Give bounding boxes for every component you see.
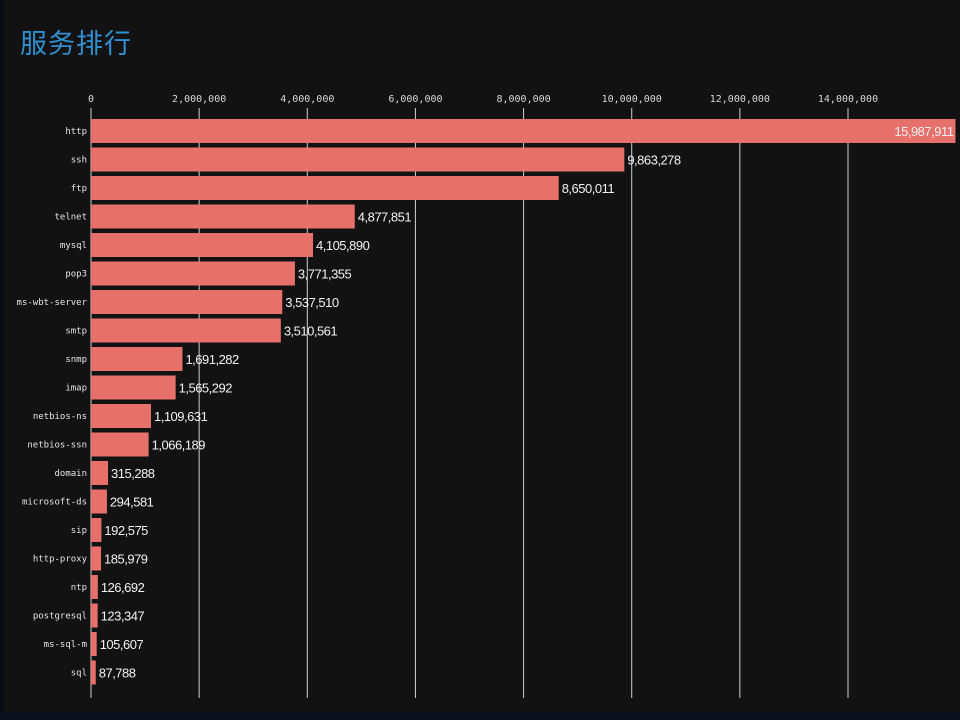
x-tick-label: 4,000,000 — [280, 94, 334, 105]
bar-imap — [91, 375, 176, 400]
value-label: 123,347 — [101, 609, 145, 624]
value-label: 105,607 — [100, 637, 144, 652]
category-label: http — [65, 127, 87, 137]
value-label: 3,771,355 — [298, 267, 352, 282]
category-label: sql — [71, 669, 87, 679]
value-label: 1,691,282 — [185, 352, 239, 367]
bar-ssh — [91, 147, 625, 172]
value-label: 9,863,278 — [627, 153, 681, 168]
value-label: 8,650,011 — [562, 181, 615, 196]
x-tick-label: 8,000,000 — [496, 94, 550, 105]
bar-http-proxy — [91, 546, 102, 571]
bars — [91, 119, 956, 685]
value-label: 1,109,631 — [154, 409, 208, 424]
category-label: ssh — [71, 156, 87, 166]
bar-microsoft-ds — [91, 489, 107, 514]
category-label: sip — [71, 526, 87, 536]
bar-telnet — [91, 204, 355, 229]
bar-sip — [91, 518, 102, 542]
bottom-strip — [0, 712, 960, 720]
value-label: 185,979 — [104, 552, 148, 567]
value-label: 15,987,911 — [894, 124, 953, 139]
value-label: 87,788 — [99, 666, 136, 681]
value-label: 4,877,851 — [358, 210, 412, 225]
category-labels: http ssh ftp telnet mysql pop3 ms-wbt-server sm… — [17, 127, 88, 679]
category-label: domain — [54, 469, 87, 479]
bar-pop3 — [91, 261, 295, 286]
category-label: netbios-ns — [33, 412, 87, 422]
bar-ms-wbt-server — [91, 290, 283, 314]
bar-mysql — [91, 233, 314, 257]
x-axis: 0 2,000,000 4,000,000 6,000,000 8,000,000 10,… — [88, 94, 878, 105]
category-label: imap — [65, 384, 87, 394]
category-label: http-proxy — [33, 555, 88, 565]
bar-domain — [91, 461, 109, 485]
x-tick-label: 14,000,000 — [818, 94, 878, 105]
bar-ntp — [91, 575, 98, 599]
category-label: microsoft-ds — [22, 498, 87, 508]
value-label: 126,692 — [101, 580, 145, 595]
value-label: 192,575 — [104, 523, 148, 538]
bar-netbios-ns — [91, 404, 151, 428]
bar-sql — [91, 660, 96, 685]
x-tick-label: 0 — [88, 94, 94, 105]
bar-netbios-ssn — [91, 432, 149, 457]
x-tick-label: 2,000,000 — [172, 94, 226, 105]
value-label: 1,066,189 — [152, 438, 206, 453]
category-label: mysql — [60, 241, 87, 251]
bar-ms-sql-m — [91, 632, 97, 656]
category-label: telnet — [54, 213, 87, 223]
value-label: 315,288 — [111, 466, 155, 481]
value-label: 1,565,292 — [179, 381, 233, 396]
x-tick-label: 10,000,000 — [602, 94, 662, 105]
category-label: netbios-ssn — [27, 441, 87, 451]
bar-smtp — [91, 318, 281, 343]
category-label: postgresql — [33, 612, 87, 622]
category-label: ftp — [71, 184, 87, 194]
category-label: snmp — [65, 355, 87, 365]
value-label: 3,510,561 — [284, 324, 338, 339]
value-labels: 15,987,911 9,863,278 8,650,011 4,877,851 4,1… — [99, 124, 955, 681]
value-label: 294,581 — [110, 495, 154, 510]
category-label: pop3 — [65, 270, 87, 280]
category-label: smtp — [65, 327, 87, 337]
category-label: ms-sql-m — [44, 640, 87, 650]
value-label: 3,537,510 — [285, 295, 339, 310]
x-tick-label: 6,000,000 — [388, 94, 442, 105]
x-tick-label: 12,000,000 — [710, 94, 770, 105]
bar-postgresql — [91, 603, 98, 628]
category-label: ms-wbt-server — [17, 298, 88, 308]
chart-title: 服务排行 — [20, 29, 132, 60]
bar-snmp — [91, 347, 183, 371]
category-label: ntp — [71, 583, 87, 593]
value-label: 4,105,890 — [316, 238, 370, 253]
bar-http — [91, 119, 956, 143]
bar-ftp — [91, 176, 559, 200]
